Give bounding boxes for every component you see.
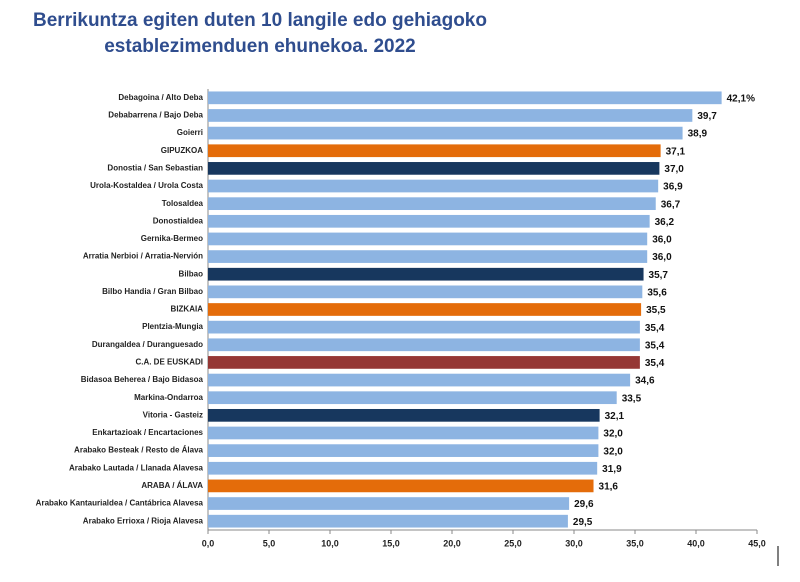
- value-label: 35,4: [645, 323, 665, 334]
- value-label: 31,9: [602, 464, 622, 475]
- bar: [208, 338, 640, 352]
- category-label: C.A. DE EUSKADI: [135, 358, 203, 367]
- category-label: Arabako Errioxa / Rioja Alavesa: [83, 516, 204, 525]
- value-label: 36,2: [655, 217, 675, 228]
- value-label: 29,5: [573, 517, 593, 528]
- x-tick-label: 25,0: [504, 538, 522, 548]
- bar: [208, 497, 570, 510]
- category-label: Arratia Nerbioi / Arratia-Nervión: [83, 252, 203, 261]
- bar: [208, 514, 568, 528]
- bar: [208, 356, 640, 369]
- category-label: Markina-Ondarroa: [134, 393, 203, 402]
- value-label: 35,6: [647, 288, 667, 299]
- value-label: 35,4: [645, 340, 665, 351]
- category-label: Arabako Kantaurialdea / Cantábrica Alave…: [36, 499, 204, 508]
- value-label: 36,9: [663, 182, 683, 193]
- value-label: 36,0: [652, 252, 672, 263]
- bar: [208, 303, 642, 316]
- value-label: 42,1%: [727, 93, 755, 104]
- bar: [208, 214, 650, 228]
- bar: [208, 479, 594, 493]
- category-label: Debabarrena / Bajo Deba: [108, 111, 203, 120]
- chart-title: Berrikuntza egiten duten 10 langile edo …: [33, 10, 487, 57]
- category-label: Arabako Lautada / Llanada Alavesa: [69, 463, 204, 472]
- value-label: 33,5: [622, 393, 642, 404]
- category-label: Arabako Besteak / Resto de Álava: [74, 446, 203, 455]
- value-label: 32,0: [603, 429, 623, 440]
- category-label: Donostia / San Sebastian: [107, 163, 203, 172]
- category-label: Enkartazioak / Encartaciones: [92, 428, 203, 437]
- category-label: Plentzia-Mungia: [142, 322, 203, 331]
- bar: [208, 197, 656, 211]
- bar: [208, 444, 599, 457]
- x-tick-label: 45,0: [748, 538, 766, 548]
- value-label: 32,1: [605, 411, 625, 422]
- bar: [208, 373, 631, 387]
- x-tick-label: 15,0: [382, 538, 400, 548]
- value-label: 35,7: [649, 270, 669, 281]
- bar: [208, 320, 640, 334]
- bar: [208, 179, 659, 193]
- bar: [208, 461, 598, 475]
- category-label: Debagoina / Alto Deba: [118, 93, 203, 102]
- category-label: ARABA / ÁLAVA: [141, 481, 203, 490]
- x-tick-label: 5,0: [263, 538, 276, 548]
- x-tick-label: 0,0: [202, 538, 215, 548]
- category-label: Goierri: [177, 128, 203, 137]
- x-tick-label: 20,0: [443, 538, 461, 548]
- value-label: 37,0: [664, 164, 684, 175]
- category-label: Gernika-Bermeo: [141, 234, 203, 243]
- bar: [208, 408, 600, 422]
- value-label: 39,7: [697, 111, 717, 122]
- category-label: Urola-Kostaldea / Urola Costa: [90, 181, 203, 190]
- category-label: Bilbo Handia / Gran Bilbao: [102, 287, 203, 296]
- value-label: 36,0: [652, 235, 672, 246]
- bar: [208, 126, 683, 140]
- category-label: GIPUZKOA: [161, 146, 203, 155]
- bar: [208, 267, 644, 281]
- value-label: 38,9: [688, 129, 708, 140]
- category-label: Tolosaldea: [162, 199, 204, 208]
- bar: [208, 109, 693, 122]
- x-tick-label: 35,0: [626, 538, 644, 548]
- value-label: 31,6: [599, 482, 619, 493]
- value-label: 35,4: [645, 358, 665, 369]
- bar: [208, 391, 617, 405]
- bar: [208, 250, 648, 263]
- value-label: 29,6: [574, 499, 594, 510]
- category-label: Bilbao: [179, 269, 204, 278]
- value-label: 32,0: [603, 446, 623, 457]
- bar: [208, 162, 660, 175]
- category-label: Donostialdea: [153, 216, 204, 225]
- x-tick-label: 10,0: [321, 538, 339, 548]
- x-tick-label: 40,0: [687, 538, 705, 548]
- value-label: 36,7: [661, 199, 681, 210]
- bar: [208, 91, 722, 105]
- bar: [208, 285, 643, 299]
- category-label: Vitoria - Gasteiz: [143, 410, 203, 419]
- bar: [208, 426, 599, 440]
- value-label: 34,6: [635, 376, 655, 387]
- x-tick-label: 30,0: [565, 538, 583, 548]
- value-label: 35,5: [646, 305, 666, 316]
- bar: [208, 232, 648, 246]
- bar: [208, 144, 661, 158]
- category-label: Bidasoa Beherea / Bajo Bidasoa: [81, 375, 204, 384]
- category-label: Durangaldea / Duranguesado: [92, 340, 203, 349]
- value-label: 37,1: [666, 146, 686, 157]
- category-label: BIZKAIA: [171, 305, 204, 314]
